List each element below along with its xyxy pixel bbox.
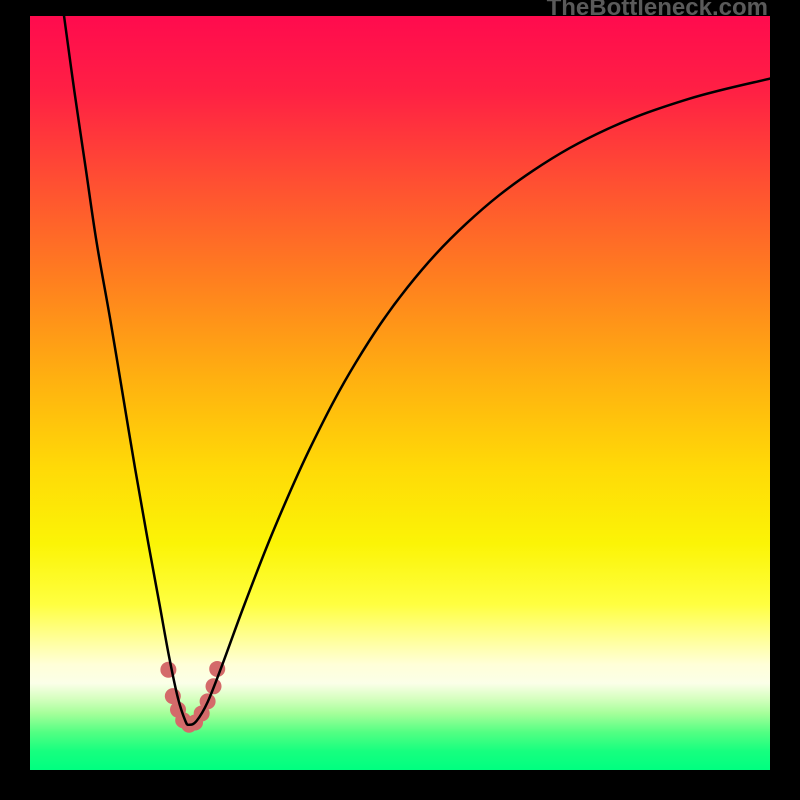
bottleneck-curve [64, 16, 770, 725]
marker-group [160, 661, 225, 733]
curve-layer [30, 16, 770, 770]
chart-frame: TheBottleneck.com [0, 0, 800, 800]
plot-area [30, 16, 770, 770]
watermark-text: TheBottleneck.com [547, 0, 768, 22]
